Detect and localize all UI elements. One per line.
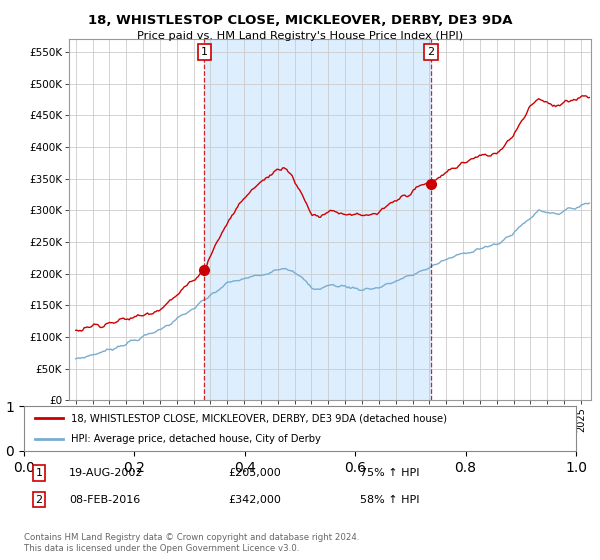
Text: £342,000: £342,000: [228, 494, 281, 505]
Text: 2: 2: [35, 494, 43, 505]
Text: Price paid vs. HM Land Registry's House Price Index (HPI): Price paid vs. HM Land Registry's House …: [137, 31, 463, 41]
Text: 18, WHISTLESTOP CLOSE, MICKLEOVER, DERBY, DE3 9DA (detached house): 18, WHISTLESTOP CLOSE, MICKLEOVER, DERBY…: [71, 413, 447, 423]
Text: 19-AUG-2002: 19-AUG-2002: [69, 468, 143, 478]
Text: 75% ↑ HPI: 75% ↑ HPI: [360, 468, 419, 478]
Text: 1: 1: [35, 468, 43, 478]
Text: 1: 1: [201, 47, 208, 57]
Text: 08-FEB-2016: 08-FEB-2016: [69, 494, 140, 505]
Bar: [205, 39, 431, 400]
Text: £205,000: £205,000: [228, 468, 281, 478]
Text: 58% ↑ HPI: 58% ↑ HPI: [360, 494, 419, 505]
Text: Contains HM Land Registry data © Crown copyright and database right 2024.
This d: Contains HM Land Registry data © Crown c…: [24, 533, 359, 553]
Text: 18, WHISTLESTOP CLOSE, MICKLEOVER, DERBY, DE3 9DA: 18, WHISTLESTOP CLOSE, MICKLEOVER, DERBY…: [88, 14, 512, 27]
Text: HPI: Average price, detached house, City of Derby: HPI: Average price, detached house, City…: [71, 433, 321, 444]
Text: 2: 2: [427, 47, 434, 57]
